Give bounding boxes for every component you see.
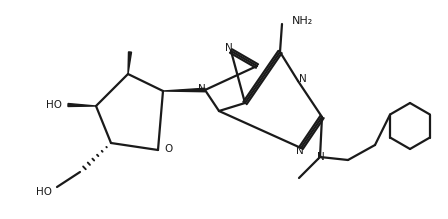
Text: N: N: [299, 74, 307, 84]
Polygon shape: [68, 104, 96, 106]
Text: N: N: [296, 146, 304, 156]
Polygon shape: [128, 52, 132, 74]
Text: N: N: [225, 43, 233, 53]
Text: N: N: [198, 84, 206, 94]
Text: NH₂: NH₂: [292, 16, 313, 26]
Text: O: O: [164, 144, 172, 154]
Text: HO: HO: [46, 100, 62, 110]
Polygon shape: [163, 88, 205, 92]
Text: N: N: [317, 152, 325, 162]
Text: HO: HO: [36, 187, 52, 197]
